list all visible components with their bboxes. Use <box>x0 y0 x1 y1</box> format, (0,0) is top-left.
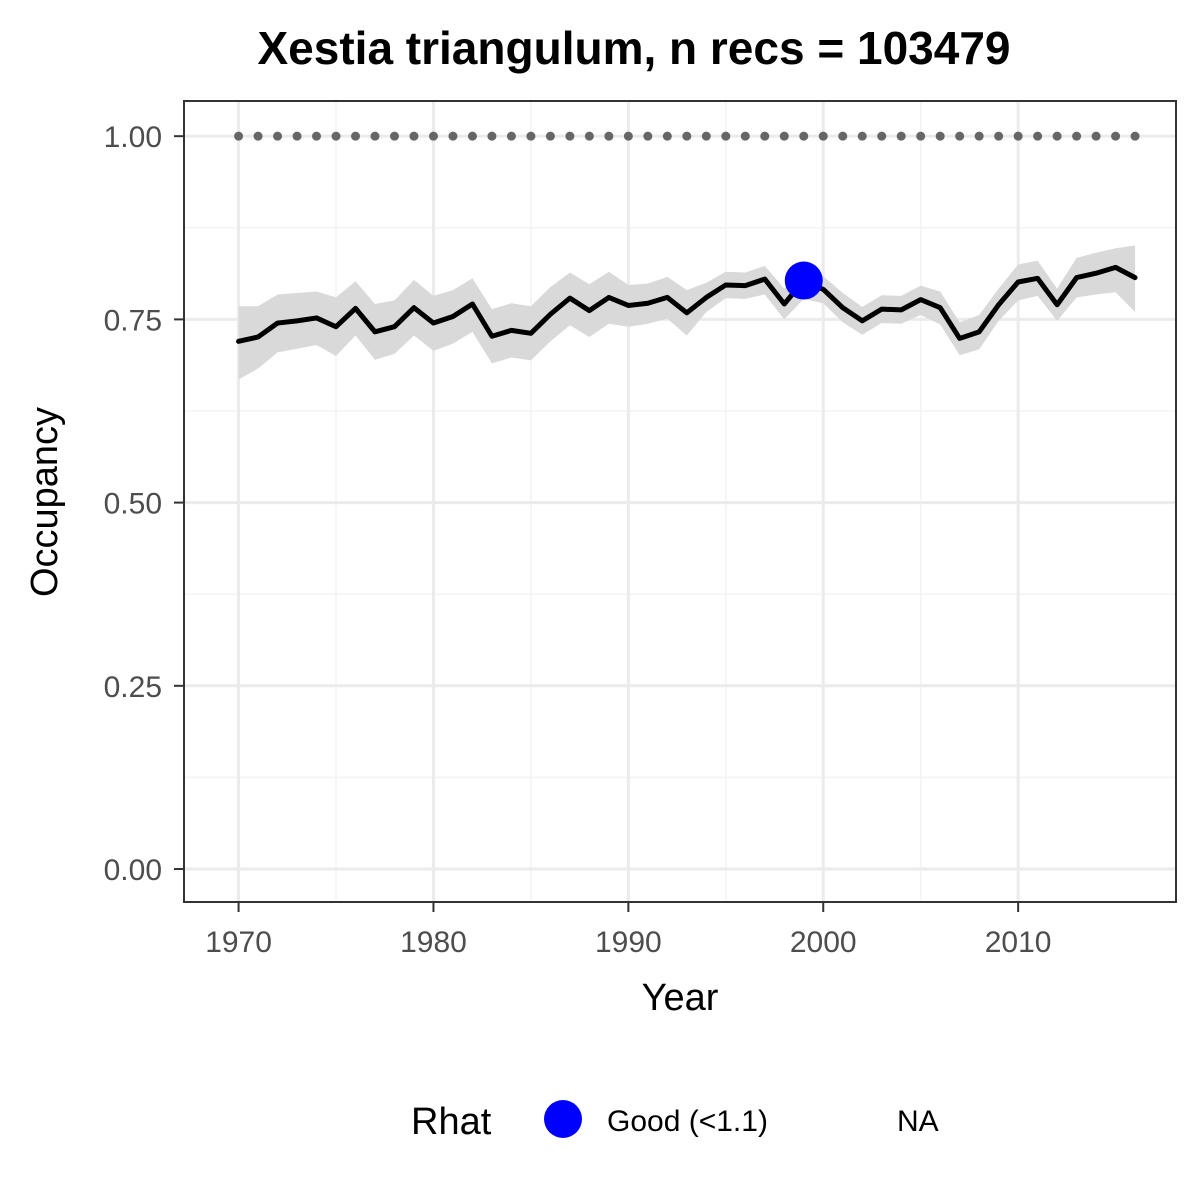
reference-dot <box>662 131 672 141</box>
reference-dot <box>253 131 263 141</box>
reference-dot <box>409 131 419 141</box>
reference-dot <box>487 131 497 141</box>
reference-dot <box>1130 131 1140 141</box>
reference-dot <box>389 131 399 141</box>
reference-dot <box>721 131 731 141</box>
reference-dot <box>448 131 458 141</box>
occupancy-line <box>236 264 1138 344</box>
reference-dot <box>916 131 926 141</box>
reference-dot <box>584 131 594 141</box>
reference-dot <box>467 131 477 141</box>
reference-dot <box>1072 131 1082 141</box>
reference-dot <box>818 131 828 141</box>
reference-dot <box>701 131 711 141</box>
reference-dot <box>565 131 575 141</box>
x-tick-label: 2010 <box>985 926 1052 959</box>
reference-dot <box>643 131 653 141</box>
reference-dot <box>779 131 789 141</box>
legend-title: Rhat <box>411 1101 492 1143</box>
reference-dot <box>682 131 692 141</box>
x-tick-label: 1970 <box>205 926 272 959</box>
reference-dot <box>623 131 633 141</box>
legend: Rhat Good (<1.1) NA <box>411 1100 939 1143</box>
rhat-points-layer <box>784 261 823 300</box>
reference-dot <box>838 131 848 141</box>
reference-dot <box>1052 131 1062 141</box>
reference-dot <box>896 131 906 141</box>
x-axis-title: Year <box>642 977 719 1019</box>
reference-dot <box>955 131 965 141</box>
reference-dot <box>1091 131 1101 141</box>
reference-dot <box>292 131 302 141</box>
reference-dot <box>428 131 438 141</box>
y-tick-label: 0.00 <box>104 854 162 887</box>
legend-good-marker <box>544 1100 582 1138</box>
reference-dot <box>760 131 770 141</box>
y-axis-title: Occupancy <box>24 407 66 597</box>
rhat-good-point <box>784 261 823 300</box>
reference-dot <box>877 131 887 141</box>
reference-dot <box>1033 131 1043 141</box>
y-tick-label: 0.75 <box>104 304 162 337</box>
reference-dot <box>1111 131 1121 141</box>
reference-dot <box>234 131 244 141</box>
reference-dot <box>273 131 283 141</box>
occupancy-line-layer <box>236 264 1138 344</box>
minor-gridlines <box>184 101 1176 902</box>
x-tick-label: 1990 <box>595 926 662 959</box>
x-tick-label: 1980 <box>400 926 467 959</box>
reference-dot <box>740 131 750 141</box>
reference-dot <box>545 131 555 141</box>
reference-dot <box>604 131 614 141</box>
reference-dot <box>331 131 341 141</box>
y-tick-label: 0.25 <box>104 671 162 704</box>
reference-dot <box>799 131 809 141</box>
y-axis: 0.00 0.25 0.50 0.75 1.00 <box>104 121 184 887</box>
reference-dot <box>857 131 867 141</box>
x-tick-label: 2000 <box>790 926 857 959</box>
panel-border <box>183 100 1177 903</box>
reference-dot <box>1013 131 1023 141</box>
reference-dot <box>351 131 361 141</box>
reference-dot <box>526 131 536 141</box>
reference-dots-layer <box>234 131 1140 141</box>
reference-dot <box>974 131 984 141</box>
reference-dot <box>312 131 322 141</box>
y-tick-label: 1.00 <box>104 121 162 154</box>
chart-title: Xestia triangulum, n recs = 103479 <box>258 22 1011 74</box>
reference-dot <box>370 131 380 141</box>
reference-dot <box>935 131 945 141</box>
major-gridlines <box>184 101 1176 902</box>
legend-label-good: Good (<1.1) <box>607 1105 768 1138</box>
x-axis: 1970 1980 1990 2000 2010 <box>205 902 1052 959</box>
reference-dot <box>506 131 516 141</box>
legend-label-na: NA <box>897 1105 939 1138</box>
y-tick-label: 0.50 <box>104 488 162 521</box>
reference-dot <box>994 131 1004 141</box>
